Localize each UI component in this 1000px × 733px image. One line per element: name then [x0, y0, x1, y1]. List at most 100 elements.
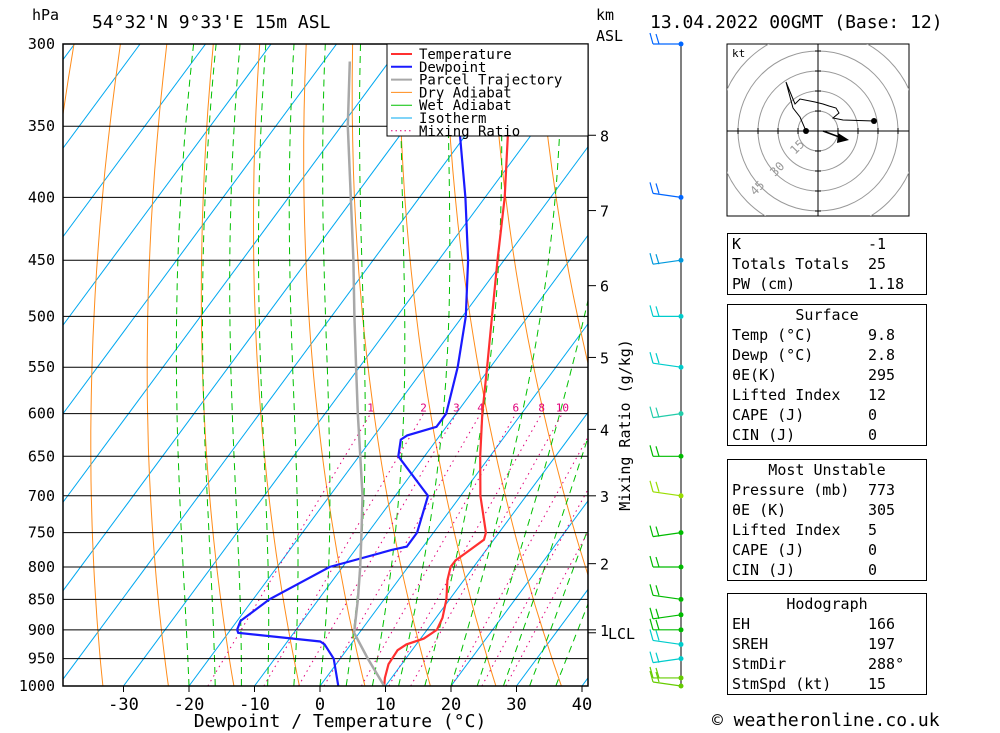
isotherm-line: [450, 500, 588, 686]
dry-adiabat-line: [200, 44, 235, 686]
hodograph-trace: [785, 81, 875, 132]
wet-adiabat-line: [288, 44, 299, 686]
wet-adiabat-line: [319, 44, 331, 686]
km-tick-label: 7: [600, 203, 609, 221]
pressure-tick-label: 900: [28, 621, 55, 639]
surface-title: Surface: [795, 306, 859, 324]
wet-adiabat-line: [424, 44, 503, 686]
wind-barb-feather: [649, 445, 654, 457]
index-row: Lifted Index 5: [732, 521, 878, 539]
hodograph-end-dot: [871, 118, 877, 124]
pressure-tick-label: 1000: [19, 677, 55, 695]
most-unstable-title: Most Unstable: [768, 461, 886, 479]
wind-barb-feather: [655, 353, 660, 364]
index-row: StmSpd (kt) 15: [732, 675, 887, 693]
isotherm-line: [0, 44, 9, 686]
most-unstable-table: Most Unstable Pressure (mb) 773 θE (K) 305…: [727, 459, 927, 581]
wet-adiabat-line: [229, 44, 242, 686]
mixing-ratio-label: 6: [512, 402, 519, 415]
wind-barb-feather: [655, 608, 660, 619]
wind-barb-feather: [655, 630, 660, 641]
pressure-tick-label: 650: [28, 447, 55, 465]
wind-barb-feather: [655, 667, 660, 679]
asl-unit-label: ASL: [596, 27, 624, 45]
wet-adiabat-line: [175, 44, 195, 686]
hodograph-start-dot: [803, 128, 809, 134]
wind-barb-shaft: [652, 532, 682, 538]
mixing-ratio-label: 8: [538, 402, 545, 415]
wind-barb-feather: [649, 618, 654, 630]
watermark-text: © weatheronline.co.uk: [712, 710, 940, 731]
legend-item: Isotherm: [419, 111, 486, 127]
dry-adiabat-line: [537, 44, 588, 366]
series-temperature: [383, 44, 512, 686]
forecast-datetime: 13.04.2022 00GMT (Base: 12): [650, 12, 943, 33]
km-tick-label: 8: [600, 127, 609, 145]
pressure-tick-label: 350: [28, 117, 55, 135]
pressure-tick-label: 750: [28, 524, 55, 542]
legend-item: Dry Adiabat: [419, 85, 512, 101]
isotherm-line: [254, 234, 588, 686]
wind-profile: [649, 32, 684, 689]
wind-barb-feather: [649, 480, 654, 492]
legend-item: Wet Adiabat: [419, 98, 512, 114]
wet-adiabat-line: [202, 44, 217, 686]
series-dewpoint: [235, 44, 472, 686]
isotherm-line: [385, 411, 588, 686]
isotherm-line: [319, 322, 588, 686]
wind-barb-shaft: [652, 259, 682, 265]
index-row: SREH 197: [732, 635, 896, 653]
isotherm-line: [63, 44, 403, 504]
wind-barb-feather: [649, 670, 654, 683]
wind-barb-feather: [655, 619, 660, 630]
pressure-tick-label: 400: [28, 188, 55, 206]
index-row: CAPE (J) 0: [732, 541, 878, 559]
mixing-ratio-axis-label: Mixing Ratio (g/kg): [616, 339, 634, 511]
wind-barb-feather: [655, 33, 660, 45]
dry-adiabat-line: [445, 44, 562, 686]
index-row: PW (cm) 1.18: [732, 275, 905, 293]
isotherm-line: [188, 145, 588, 686]
index-row: K -1: [732, 235, 887, 253]
mixing-ratio-line: [481, 488, 588, 686]
pressure-tick-label: 850: [28, 590, 55, 608]
km-tick-label: 1: [600, 622, 609, 640]
km-tick-label: 2: [600, 556, 609, 574]
wind-barb-feather: [649, 32, 654, 45]
wind-barb-feather: [649, 607, 654, 619]
legend-box: [386, 43, 589, 137]
km-tick-label: 3: [600, 488, 609, 506]
legend-item: Dewpoint: [419, 60, 486, 76]
hodograph-table: Hodograph EH 166 SREH 197 StmDir 288° StmSp…: [727, 593, 927, 695]
wind-barb-feather: [649, 629, 654, 641]
lcl-label: LCL: [608, 625, 635, 643]
index-row: Temp (°C) 9.8: [732, 326, 896, 344]
x-tick-label: 30: [506, 695, 526, 715]
legend-item: Mixing Ratio: [419, 124, 520, 140]
surface-table: Surface Temp (°C) 9.8 Dewp (°C) 2.8 θE(K) 2…: [727, 304, 927, 446]
x-tick-label: 0: [315, 695, 325, 715]
mixing-ratio-label: 10: [556, 402, 569, 415]
wind-barb-feather: [649, 525, 654, 537]
wind-barb-shaft: [652, 681, 682, 687]
wind-barb-shaft: [652, 639, 682, 646]
x-axis-label: Dewpoint / Temperature (°C): [194, 711, 487, 732]
wind-barb-feather: [649, 651, 654, 663]
wind-barb-feather: [649, 182, 654, 194]
wind-barb-feather: [649, 253, 654, 265]
x-tick-label: -10: [239, 695, 270, 715]
pressure-tick-label: 700: [28, 487, 55, 505]
wind-barb-feather: [655, 306, 660, 317]
wind-barb-feather: [649, 406, 654, 418]
mixing-ratio-label: 4: [477, 402, 484, 415]
wind-barb-feather: [655, 481, 660, 492]
index-row: θE(K) 295: [732, 366, 896, 384]
mixing-ratio-label: 1: [367, 402, 374, 415]
mixing-ratio-line: [323, 413, 482, 686]
index-row: Totals Totals 25: [732, 255, 887, 273]
legend-item: Temperature: [419, 47, 512, 63]
wind-barb-shaft: [652, 614, 682, 620]
isotherm-line: [63, 44, 141, 150]
